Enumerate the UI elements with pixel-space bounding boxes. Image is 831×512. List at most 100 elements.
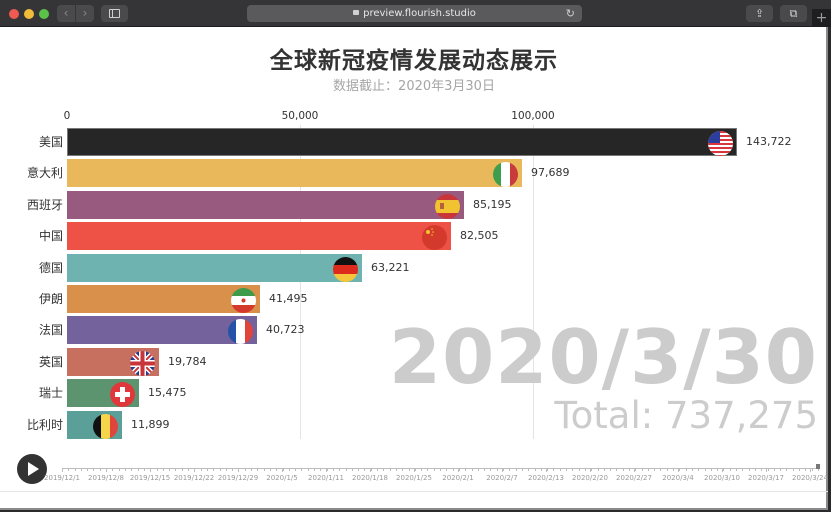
timeline-date-label[interactable]: 2020/2/13 xyxy=(528,474,564,482)
timeline-date-label[interactable]: 2020/2/7 xyxy=(486,474,518,482)
timeline-tick xyxy=(295,468,296,471)
timeline-tick xyxy=(686,468,687,471)
timeline-tick xyxy=(459,468,460,471)
timeline-tick xyxy=(749,468,750,471)
forward-button[interactable]: › xyxy=(76,5,94,22)
timeline-tick xyxy=(472,468,473,471)
new-tab-button[interactable]: + xyxy=(812,9,831,27)
timeline-tick xyxy=(257,468,258,471)
bar xyxy=(67,128,737,156)
axis-tick-label: 100,000 xyxy=(511,110,555,122)
timeline-tick xyxy=(213,468,214,471)
timeline-tick xyxy=(660,468,661,471)
timeline-tick xyxy=(516,468,517,471)
timeline-tick xyxy=(692,468,693,471)
maximize-window-button[interactable] xyxy=(39,9,49,19)
timeline-date-label[interactable]: 2020/1/11 xyxy=(308,474,344,482)
timeline-major-tick xyxy=(106,468,107,472)
chart-subtitle: 数据截止：2020年3月30日 xyxy=(333,79,495,94)
timeline-major-tick xyxy=(458,468,459,472)
bar xyxy=(67,410,122,439)
timeline-tick xyxy=(799,468,800,471)
sidebar-toggle-button[interactable] xyxy=(101,5,128,22)
flag-spain-icon xyxy=(435,193,460,219)
play-button[interactable] xyxy=(17,454,47,484)
timeline-tick xyxy=(264,468,265,471)
timeline-date-label[interactable]: 2020/2/1 xyxy=(442,474,474,482)
address-bar[interactable]: preview.flourish.studio ↻ xyxy=(247,5,582,22)
timeline-major-tick xyxy=(810,468,811,472)
timeline-tick xyxy=(339,468,340,471)
country-label: 伊朗 xyxy=(38,292,63,306)
timeline-tick xyxy=(81,468,82,471)
timeline-date-label[interactable]: 2020/2/20 xyxy=(572,474,608,482)
country-label: 法国 xyxy=(38,323,63,338)
country-label: 英国 xyxy=(38,354,63,369)
timeline-tick xyxy=(346,468,347,471)
timeline-tick xyxy=(730,468,731,471)
timeline-date-label[interactable]: 2020/3/17 xyxy=(748,474,784,482)
timeline-slider[interactable] xyxy=(62,468,820,469)
flag-switzerland-icon xyxy=(110,382,135,408)
flag-iran-icon xyxy=(231,288,256,313)
timeline-date-label[interactable]: 2020/1/25 xyxy=(396,474,432,482)
browser-titlebar: ‹ › preview.flourish.studio ↻ ⇪ ⧉ + xyxy=(0,0,831,27)
timeline-date-label[interactable]: 2019/12/1 xyxy=(44,474,80,482)
timeline-tick xyxy=(522,468,523,471)
timeline-date-label[interactable]: 2020/1/5 xyxy=(266,474,298,482)
timeline-tick xyxy=(478,468,479,471)
value-label: 19,784 xyxy=(168,354,207,368)
timeline-major-tick xyxy=(194,468,195,472)
show-tabs-button[interactable]: ⧉ xyxy=(780,5,807,22)
timeline-tick xyxy=(75,468,76,471)
timeline-major-tick xyxy=(546,468,547,472)
timeline-handle[interactable] xyxy=(816,464,820,469)
gridline xyxy=(533,125,534,439)
back-button[interactable]: ‹ xyxy=(57,5,75,22)
reload-icon[interactable]: ↻ xyxy=(565,7,575,20)
timeline-tick xyxy=(415,468,416,471)
timeline-tick xyxy=(93,468,94,471)
timeline-tick xyxy=(169,468,170,471)
plus-icon: + xyxy=(815,10,828,26)
close-window-button[interactable] xyxy=(9,9,19,19)
timeline-tick xyxy=(768,468,769,471)
chart-title: 全球新冠疫情发展动态展示 xyxy=(270,48,558,74)
timeline-date-label[interactable]: 2020/3/4 xyxy=(662,474,694,482)
timeline-tick xyxy=(220,468,221,471)
axis-tick-label: 50,000 xyxy=(281,110,319,122)
timeline-tick xyxy=(283,468,284,471)
timeline-date-label[interactable]: 2019/12/29 xyxy=(217,474,259,482)
timeline-tick xyxy=(276,468,277,471)
timeline-major-tick xyxy=(414,468,415,472)
timeline-major-tick xyxy=(370,468,371,472)
country-label: 美国 xyxy=(38,135,63,149)
timeline-tick xyxy=(226,468,227,471)
timeline-tick xyxy=(642,468,643,471)
timeline-date-label[interactable]: 2020/1/18 xyxy=(352,474,388,482)
timeline-tick xyxy=(673,468,674,471)
timeline-tick xyxy=(390,468,391,471)
share-button[interactable]: ⇪ xyxy=(746,5,773,22)
timeline-date-label[interactable]: 2020/3/24 xyxy=(792,474,828,482)
timeline-tick xyxy=(453,468,454,471)
timeline-tick xyxy=(629,468,630,471)
timeline-tick xyxy=(616,468,617,471)
timeline-tick xyxy=(383,468,384,471)
timeline-tick xyxy=(245,468,246,471)
timeline-date-label[interactable]: 2020/2/27 xyxy=(616,474,652,482)
minimize-window-button[interactable] xyxy=(24,9,34,19)
timeline-date-label[interactable]: 2020/3/10 xyxy=(704,474,740,482)
timeline-tick xyxy=(421,468,422,471)
timeline-tick xyxy=(547,468,548,471)
bar xyxy=(67,316,257,345)
timeline-tick xyxy=(610,468,611,471)
sidebar-icon xyxy=(109,9,120,18)
timeline-date-label[interactable]: 2019/12/22 xyxy=(173,474,215,482)
timeline-tick xyxy=(572,468,573,471)
timeline-tick xyxy=(112,468,113,471)
timeline-date-label[interactable]: 2019/12/15 xyxy=(129,474,171,482)
timeline-tick xyxy=(157,468,158,471)
timeline-date-label[interactable]: 2019/12/8 xyxy=(88,474,124,482)
timeline-tick xyxy=(465,468,466,471)
